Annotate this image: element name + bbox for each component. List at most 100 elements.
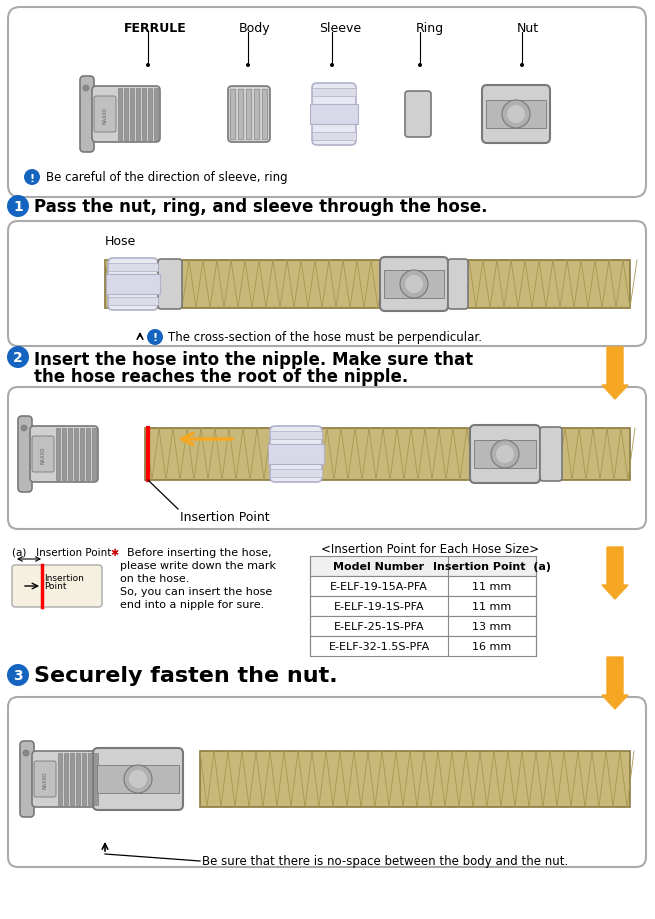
Text: Hose: Hose <box>105 234 136 248</box>
FancyArrow shape <box>602 548 628 599</box>
Text: E-ELF-32-1.5S-PFA: E-ELF-32-1.5S-PFA <box>328 641 430 652</box>
FancyBboxPatch shape <box>8 388 646 529</box>
Text: !: ! <box>29 174 35 183</box>
Text: (a)   Insertion Point: (a) Insertion Point <box>12 548 111 558</box>
Bar <box>76 754 80 805</box>
FancyBboxPatch shape <box>12 565 102 607</box>
Circle shape <box>520 64 524 68</box>
Circle shape <box>246 64 250 68</box>
Bar <box>384 271 444 299</box>
Text: NAXXO: NAXXO <box>43 770 48 788</box>
Bar <box>80 428 84 481</box>
Bar <box>310 617 536 636</box>
Circle shape <box>23 750 29 756</box>
Text: Be careful of the direction of sleeve, ring: Be careful of the direction of sleeve, r… <box>46 171 288 185</box>
Text: NAXXO: NAXXO <box>102 107 107 123</box>
FancyBboxPatch shape <box>92 87 160 142</box>
FancyBboxPatch shape <box>18 416 32 493</box>
Text: Point: Point <box>44 582 67 590</box>
FancyArrow shape <box>602 657 628 709</box>
FancyBboxPatch shape <box>8 698 646 867</box>
Circle shape <box>146 64 150 68</box>
Text: !: ! <box>153 333 158 343</box>
FancyBboxPatch shape <box>93 748 183 811</box>
Bar <box>238 90 243 140</box>
Text: Before inserting the hose,: Before inserting the hose, <box>120 548 272 558</box>
Circle shape <box>502 101 530 129</box>
Bar <box>270 470 322 478</box>
FancyBboxPatch shape <box>80 77 94 153</box>
Circle shape <box>129 770 147 789</box>
Text: FERRULE: FERRULE <box>124 22 187 35</box>
Circle shape <box>507 106 525 124</box>
Text: Ring: Ring <box>416 22 444 35</box>
Bar <box>94 754 98 805</box>
Bar <box>70 754 74 805</box>
Circle shape <box>7 664 29 686</box>
Circle shape <box>124 766 152 793</box>
FancyBboxPatch shape <box>8 221 646 346</box>
Circle shape <box>24 170 40 186</box>
Text: <Insertion Point for Each Hose Size>: <Insertion Point for Each Hose Size> <box>321 542 539 555</box>
FancyBboxPatch shape <box>228 87 270 142</box>
FancyBboxPatch shape <box>94 96 116 133</box>
Bar <box>68 428 72 481</box>
Bar <box>262 90 267 140</box>
Circle shape <box>400 271 428 299</box>
FancyBboxPatch shape <box>482 85 550 144</box>
Text: Pass the nut, ring, and sleeve through the hose.: Pass the nut, ring, and sleeve through t… <box>34 198 487 216</box>
Circle shape <box>418 64 422 68</box>
FancyBboxPatch shape <box>20 742 34 817</box>
Circle shape <box>83 85 89 92</box>
Bar <box>148 89 152 141</box>
FancyBboxPatch shape <box>448 260 468 310</box>
Bar <box>97 766 179 793</box>
Bar <box>108 298 158 306</box>
FancyArrow shape <box>602 347 628 400</box>
Bar <box>230 90 235 140</box>
Bar <box>310 556 536 576</box>
Bar <box>310 576 536 596</box>
Bar <box>118 89 122 141</box>
Text: Sleeve: Sleeve <box>319 22 361 35</box>
Text: Insertion: Insertion <box>44 573 84 583</box>
Text: Insertion Point: Insertion Point <box>180 510 270 524</box>
Bar <box>105 261 630 309</box>
Bar <box>88 754 92 805</box>
Bar <box>154 89 158 141</box>
Text: So, you can insert the hose: So, you can insert the hose <box>120 586 272 596</box>
Bar <box>62 428 66 481</box>
Bar <box>270 432 322 439</box>
Text: Model Number: Model Number <box>333 562 424 572</box>
FancyBboxPatch shape <box>108 259 158 311</box>
Circle shape <box>7 196 29 218</box>
Text: The cross-section of the hose must be perpendicular.: The cross-section of the hose must be pe… <box>168 331 482 344</box>
FancyBboxPatch shape <box>470 425 540 483</box>
Circle shape <box>147 330 163 346</box>
Bar <box>310 105 358 125</box>
Text: Body: Body <box>239 22 271 35</box>
Bar <box>58 754 62 805</box>
Text: E-ELF-25-1S-PFA: E-ELF-25-1S-PFA <box>333 621 424 631</box>
Text: 2: 2 <box>13 351 23 365</box>
Circle shape <box>491 440 519 469</box>
Bar <box>145 428 630 481</box>
Text: 1: 1 <box>13 199 23 214</box>
FancyBboxPatch shape <box>405 92 431 138</box>
Bar <box>130 89 134 141</box>
Bar <box>310 596 536 617</box>
Bar <box>108 264 158 272</box>
Text: NAXXO: NAXXO <box>41 446 45 463</box>
Text: 13 mm: 13 mm <box>472 621 512 631</box>
Text: ✱: ✱ <box>110 548 118 558</box>
Text: Insertion Point  (a): Insertion Point (a) <box>433 562 551 572</box>
Bar <box>474 440 536 469</box>
Text: on the hose.: on the hose. <box>120 573 189 584</box>
Bar <box>106 275 160 295</box>
FancyBboxPatch shape <box>540 427 562 482</box>
Bar <box>74 428 78 481</box>
FancyBboxPatch shape <box>158 260 182 310</box>
Bar <box>56 428 60 481</box>
Bar <box>64 754 68 805</box>
FancyBboxPatch shape <box>8 8 646 198</box>
